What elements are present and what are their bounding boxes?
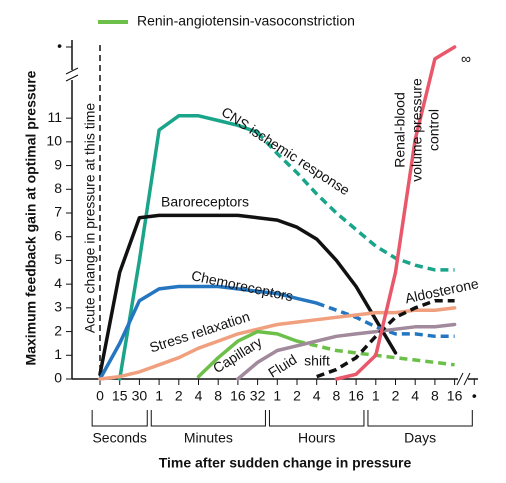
group-label: Seconds bbox=[92, 430, 146, 446]
curve-label: shift bbox=[304, 353, 330, 369]
curve-label: Chemoreceptors bbox=[190, 267, 295, 304]
x-tick-label: 1 bbox=[273, 388, 281, 404]
curve-dashed bbox=[316, 301, 455, 339]
group-bracket bbox=[150, 410, 266, 427]
group-bracket bbox=[268, 410, 365, 427]
x-tick-label: 30 bbox=[132, 388, 148, 404]
x-break bbox=[456, 372, 464, 386]
y-tick-label: 8 bbox=[54, 180, 62, 196]
x-tick-label: 15 bbox=[112, 388, 128, 404]
curve-label: Baroreceptors bbox=[161, 194, 249, 210]
x-tick-label: 0 bbox=[96, 388, 104, 404]
curve bbox=[98, 306, 457, 381]
y-tick-label: 5 bbox=[54, 251, 62, 267]
group-bracket bbox=[367, 410, 473, 427]
x-break-gap bbox=[458, 373, 468, 385]
x-axis-title: Time after sudden change in pressure bbox=[159, 455, 412, 471]
x-tick-label: 16 bbox=[447, 388, 463, 404]
curve bbox=[98, 284, 319, 381]
x-tick-label: 8 bbox=[214, 388, 222, 404]
infinity-label: ∞ bbox=[461, 51, 471, 67]
x-tick-label: 16 bbox=[348, 388, 364, 404]
x-tick-label: 2 bbox=[175, 388, 183, 404]
y-tick-label: • bbox=[57, 38, 62, 54]
curve bbox=[196, 329, 299, 379]
curve bbox=[98, 213, 398, 377]
group-bracket bbox=[91, 410, 148, 427]
x-tick-label: 4 bbox=[313, 388, 321, 404]
curve-label: volume pressure bbox=[409, 78, 425, 182]
group-label: Days bbox=[404, 430, 436, 446]
y-tick-label: 2 bbox=[54, 322, 62, 338]
y-tick-label: 11 bbox=[47, 109, 62, 125]
y-axis-title: Maximum feedback gain at optimal pressur… bbox=[23, 70, 39, 365]
curve-label: Renal-blood bbox=[392, 92, 408, 168]
y-tick-label: 7 bbox=[54, 204, 62, 220]
curve bbox=[117, 114, 260, 381]
y-tick-label: 4 bbox=[54, 275, 62, 291]
group-label: Minutes bbox=[184, 430, 233, 446]
x-tick-label: 32 bbox=[250, 388, 266, 404]
y-tick-label: 9 bbox=[54, 156, 62, 172]
x-tick-label: 16 bbox=[230, 388, 246, 404]
x-tick-label: 4 bbox=[195, 388, 203, 404]
x-tick-label: • bbox=[472, 388, 477, 404]
x-tick-label: 2 bbox=[392, 388, 400, 404]
x-tick-label: 8 bbox=[431, 388, 439, 404]
curve-label: CNS ischemic response bbox=[219, 104, 353, 199]
y-break bbox=[65, 67, 79, 75]
group-label: Hours bbox=[298, 430, 335, 446]
x-tick-label: 1 bbox=[372, 388, 380, 404]
curve-dashed bbox=[256, 131, 455, 272]
curve-label: control bbox=[426, 109, 442, 151]
y-tick-label: 0 bbox=[54, 370, 62, 386]
y-tick-label: 3 bbox=[54, 299, 62, 315]
legend-label: Renin-angiotensin-vasoconstriction bbox=[137, 13, 355, 29]
y-break bbox=[65, 74, 79, 82]
y-tick-label: 6 bbox=[54, 227, 62, 243]
y-break-gap bbox=[66, 70, 78, 80]
x-tick-label: 4 bbox=[411, 388, 419, 404]
x-break bbox=[463, 372, 471, 386]
marker-label: Acute change in pressure at this time bbox=[82, 103, 98, 334]
x-tick-label: 1 bbox=[155, 388, 163, 404]
y-tick-label: 1 bbox=[54, 346, 62, 362]
y-tick-label: 10 bbox=[46, 133, 62, 149]
x-tick-label: 8 bbox=[333, 388, 341, 404]
curve bbox=[236, 322, 457, 381]
curve bbox=[334, 45, 457, 381]
x-tick-label: 2 bbox=[293, 388, 301, 404]
